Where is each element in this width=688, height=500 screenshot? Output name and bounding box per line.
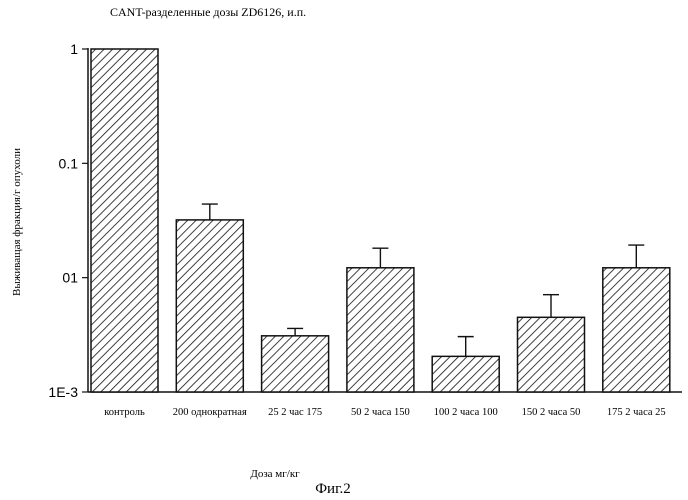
x-category-label: 100 2 часа 100 [434, 407, 498, 418]
figure-caption: Фиг.2 [315, 481, 351, 497]
x-category-label: 175 2 часа 25 [607, 407, 666, 418]
y-tick-label: 1 [70, 41, 78, 57]
bar [346, 267, 415, 393]
bar [260, 335, 330, 393]
bar [175, 219, 245, 393]
x-category-label: 150 2 часа 50 [522, 407, 581, 418]
bar [90, 48, 159, 393]
y-tick-label: 01 [62, 270, 78, 286]
x-category-label: 25 2 час 175 [268, 407, 322, 418]
x-category-label: 50 2 часа 150 [351, 407, 410, 418]
y-axis-label: Выживащая фракция/г опухоли [11, 148, 23, 296]
y-tick-label: 1E-3 [48, 384, 78, 400]
x-axis-label: Доза мг/кг [250, 468, 300, 480]
x-category-label: контроль [104, 407, 145, 418]
y-tick-label: 0.1 [59, 155, 79, 171]
bar [431, 355, 500, 393]
bar [602, 267, 671, 393]
chart-title: CANT-разделенные дозы ZD6126, и.п. [110, 5, 306, 19]
x-category-label: 200 однократная [173, 407, 247, 418]
bar [516, 316, 586, 393]
